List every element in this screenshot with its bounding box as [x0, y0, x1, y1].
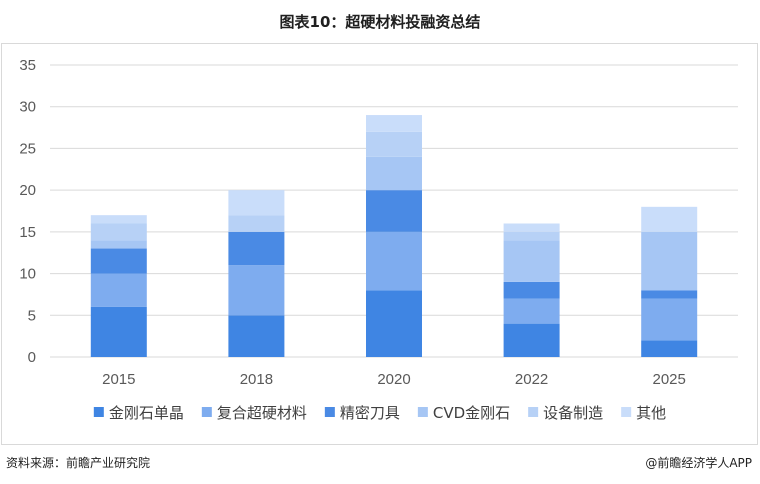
bar-segment: [228, 215, 285, 232]
chart-title: 图表10：超硬材料投融资总结: [279, 13, 481, 31]
bars: [90, 115, 698, 357]
legend-swatch: [621, 407, 632, 417]
y-tick-label: 10: [19, 266, 36, 283]
bar-segment: [228, 190, 285, 216]
bar-segment: [503, 223, 560, 232]
legend-label: 金刚石单晶: [109, 404, 184, 422]
legend-label: CVD金刚石: [433, 404, 510, 422]
bar-segment: [366, 115, 422, 132]
legend-swatch: [93, 407, 104, 417]
legend: 金刚石单晶 复合超硬材料 精密刀具 CVD金刚石 设备制造 其他: [93, 404, 666, 422]
legend-swatch: [201, 407, 212, 417]
x-tick-label: 2022: [515, 371, 548, 388]
x-tick-label: 2015: [102, 371, 135, 388]
bar-segment: [90, 273, 147, 307]
y-tick-label: 35: [19, 57, 36, 74]
legend-label: 复合超硬材料: [217, 404, 307, 422]
bar-segment: [90, 306, 147, 357]
bar-segment: [641, 298, 698, 341]
bar-segment: [503, 240, 560, 282]
bar-segment: [228, 315, 285, 357]
bar-segment: [641, 206, 698, 232]
bar-segment: [641, 231, 698, 291]
bar-segment: [366, 190, 422, 232]
bar-segment: [366, 290, 422, 357]
y-tick-label: 25: [19, 140, 36, 157]
bar-segment: [366, 231, 422, 291]
y-tick-label: 20: [19, 182, 36, 199]
legend-swatch: [324, 407, 335, 417]
y-tick-label: 0: [28, 349, 36, 366]
legend-swatch: [417, 407, 428, 417]
bar-segment: [90, 248, 147, 274]
y-tick-label: 30: [19, 99, 36, 116]
bar-segment: [90, 215, 147, 224]
bar-segment: [366, 156, 422, 191]
bar-segment: [366, 131, 422, 157]
chart-frame: [1, 43, 758, 445]
legend-label: 精密刀具: [340, 404, 400, 422]
x-tick-label: 2018: [240, 371, 273, 388]
bar-segment: [228, 265, 285, 316]
legend-label: 其他: [636, 404, 666, 422]
brand-note: @前瞻经济学人APP: [645, 456, 752, 470]
bar-segment: [641, 340, 698, 357]
bar-segment: [90, 223, 147, 241]
y-axis-ticks: 0 5 10 15 20 25 30 35: [19, 57, 36, 366]
bar-segment: [90, 240, 147, 249]
y-tick-label: 15: [19, 224, 36, 241]
x-tick-label: 2025: [653, 371, 686, 388]
bar-segment: [503, 323, 560, 357]
y-tick-label: 5: [28, 307, 36, 324]
bar-segment: [641, 290, 698, 299]
legend-swatch: [528, 407, 539, 417]
legend-label: 设备制造: [543, 404, 603, 422]
source-note: 资料来源：前瞻产业研究院: [6, 456, 151, 470]
bar-segment: [503, 231, 560, 241]
bar-segment: [503, 298, 560, 324]
bar-segment: [228, 231, 285, 266]
x-tick-label: 2020: [377, 371, 410, 388]
x-axis-ticks: 2015 2018 2020 2022 2025: [102, 371, 686, 388]
bar-segment: [503, 281, 560, 299]
